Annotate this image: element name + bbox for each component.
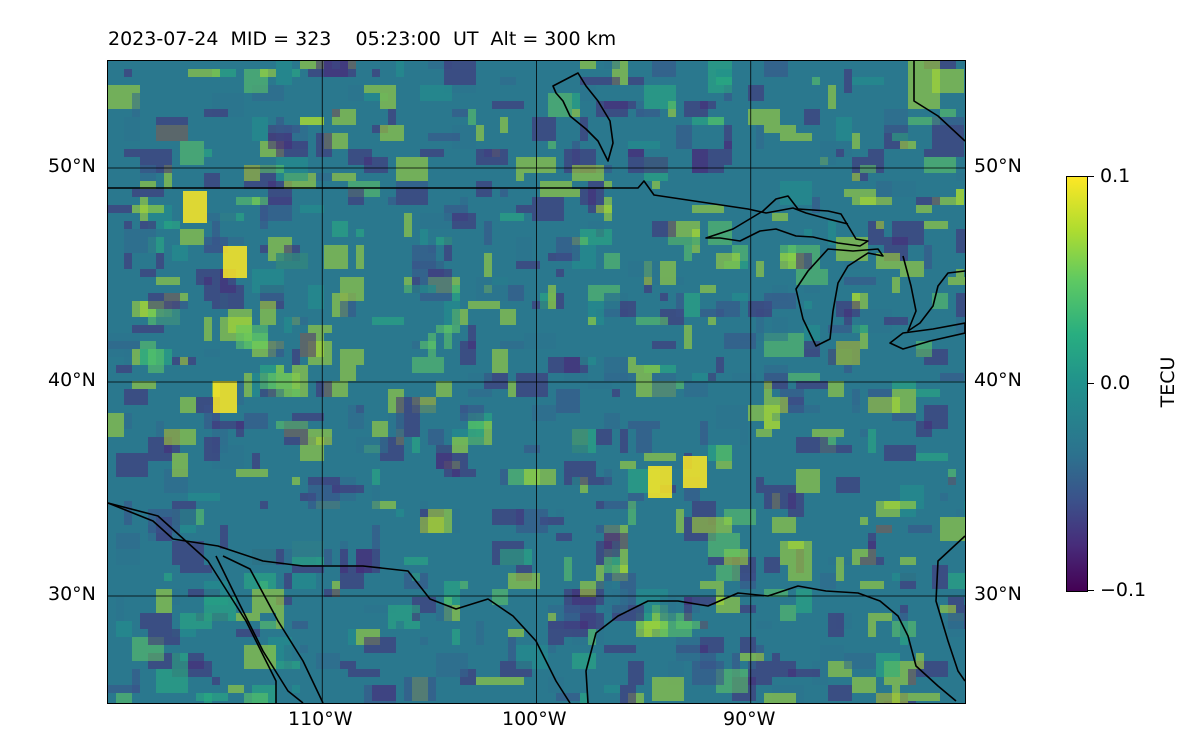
lake-erie bbox=[889, 322, 965, 350]
coastline-layer bbox=[108, 61, 965, 703]
colorbar-tick-zero bbox=[1087, 383, 1094, 384]
tec-anomaly-layer bbox=[108, 61, 965, 703]
colorbar bbox=[1066, 176, 1088, 592]
lake-huron bbox=[902, 255, 965, 332]
colorbar-label-max: 0.1 bbox=[1100, 165, 1131, 187]
lake-winnipeg bbox=[552, 72, 614, 162]
lake-superior bbox=[705, 195, 869, 247]
graticule bbox=[108, 61, 965, 703]
colorbar-label-zero: 0.0 bbox=[1100, 372, 1131, 394]
lon-tick-label-100: 100°W bbox=[502, 708, 567, 730]
lat-tick-label-left-40: 40°N bbox=[48, 369, 96, 391]
lat-tick-label-right-50: 50°N bbox=[974, 155, 1022, 177]
gulf-of-california bbox=[222, 555, 324, 703]
baja-peninsula bbox=[215, 555, 304, 703]
colorbar-label-min: −0.1 bbox=[1100, 579, 1147, 601]
plot-title: 2023-07-24 MID = 323 05:23:00 UT Alt = 3… bbox=[108, 28, 617, 50]
gulf-coast bbox=[585, 585, 957, 703]
map-canvas bbox=[108, 61, 965, 703]
florida-coast bbox=[935, 535, 965, 682]
lat-tick-label-right-40: 40°N bbox=[974, 369, 1022, 391]
lat-tick-label-left-50: 50°N bbox=[48, 155, 96, 177]
us-canada-border bbox=[108, 180, 849, 225]
colorbar-title: TECU bbox=[1157, 356, 1179, 408]
lon-tick-label-110: 110°W bbox=[288, 708, 353, 730]
colorbar-tick-min bbox=[1087, 590, 1094, 591]
tec-map bbox=[108, 61, 965, 703]
colorbar-tick-max bbox=[1087, 176, 1094, 177]
pacific-coast-south bbox=[108, 502, 277, 703]
lat-tick-label-right-30: 30°N bbox=[974, 583, 1022, 605]
lake-michigan bbox=[795, 248, 884, 347]
lat-tick-label-left-30: 30°N bbox=[48, 583, 96, 605]
lon-tick-label-90: 90°W bbox=[723, 708, 776, 730]
mexico-border bbox=[108, 502, 571, 703]
hudson-bay-coast bbox=[913, 61, 965, 142]
